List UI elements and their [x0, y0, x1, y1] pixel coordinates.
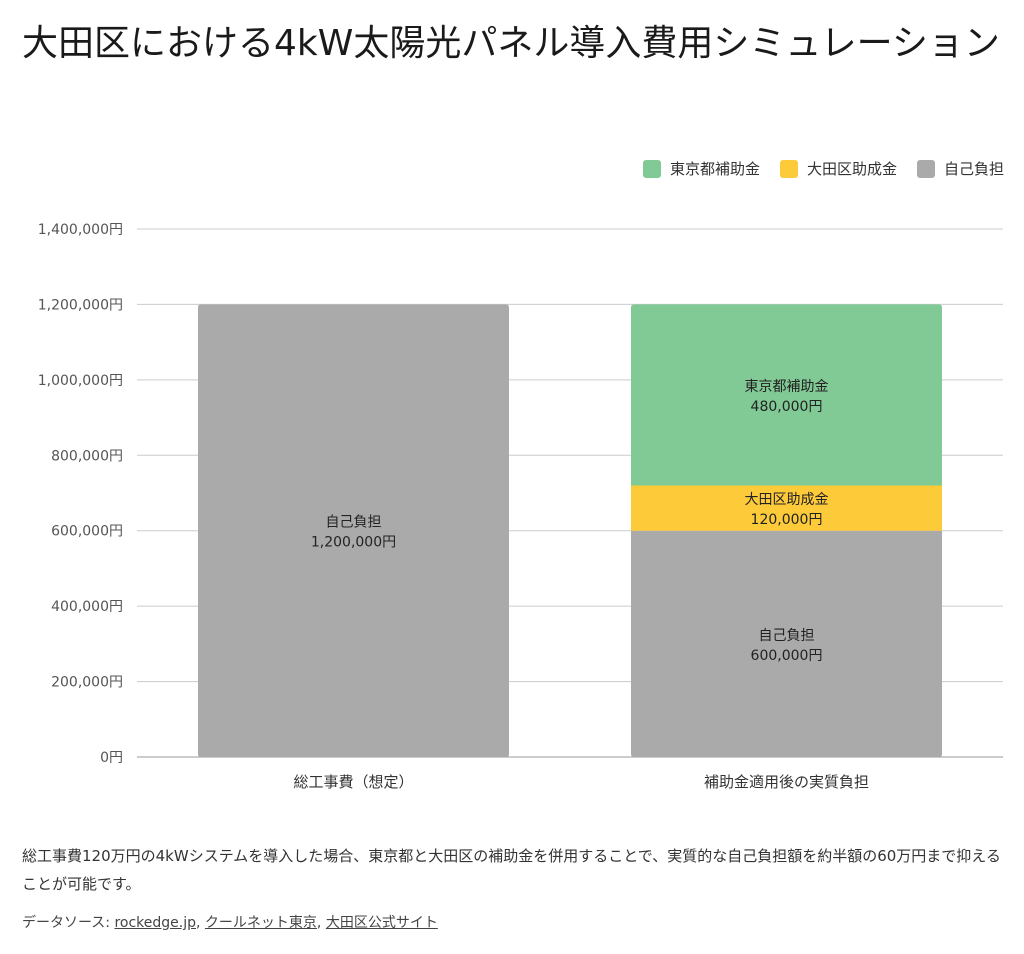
- source-link-ota-city[interactable]: 大田区公式サイト: [325, 915, 438, 931]
- bar-segment: [198, 304, 509, 757]
- data-label-name: 自己負担: [326, 515, 382, 531]
- y-tick-label: 400,000円: [51, 599, 123, 615]
- sources-prefix: データソース:: [22, 915, 115, 931]
- x-category-label: 総工事費（想定）: [293, 773, 413, 791]
- data-label-value: 480,000円: [751, 399, 823, 415]
- data-label-value: 600,000円: [751, 648, 823, 664]
- y-tick-label: 200,000円: [51, 675, 123, 691]
- y-tick-label: 800,000円: [51, 448, 123, 464]
- y-tick-label: 1,400,000円: [38, 222, 123, 238]
- legend-item-self: 自己負担: [916, 158, 1004, 179]
- legend-swatch-self: [916, 159, 935, 178]
- bar-segment: [631, 485, 942, 531]
- legend-item-tokyo: 東京都補助金: [642, 158, 760, 179]
- source-link-coolnet-tokyo[interactable]: クールネット東京: [204, 915, 317, 931]
- y-tick-label: 1,200,000円: [38, 297, 123, 313]
- x-category-label: 補助金適用後の実質負担: [704, 773, 869, 791]
- legend-item-ota: 大田区助成金: [779, 158, 897, 179]
- data-label-name: 東京都補助金: [745, 379, 829, 395]
- chart-title: 大田区における4kW太陽光パネル導入費用シミュレーション: [22, 23, 1000, 64]
- y-tick-label: 0円: [100, 750, 123, 766]
- y-tick-label: 600,000円: [51, 524, 123, 540]
- data-sources: データソース: rockedge.jp, クールネット東京, 大田区公式サイト: [22, 915, 438, 931]
- stacked-bar-chart: 0円 200,000円 400,000円 600,000円 800,000円 1,000,…: [38, 222, 1003, 791]
- legend-label-ota: 大田区助成金: [806, 160, 897, 178]
- data-label-name: 自己負担: [759, 628, 815, 644]
- legend-swatch-ota: [779, 159, 798, 178]
- data-label-value: 120,000円: [751, 512, 823, 528]
- data-label-name: 大田区助成金: [745, 492, 829, 508]
- chart-legend: 東京都補助金 大田区助成金 自己負担: [642, 158, 1004, 179]
- data-label-value: 1,200,000円: [311, 535, 396, 551]
- source-link-rockedge[interactable]: rockedge.jp: [114, 915, 197, 931]
- legend-label-self: 自己負担: [943, 160, 1004, 178]
- legend-swatch-tokyo: [642, 159, 661, 178]
- y-tick-label: 1,000,000円: [38, 373, 123, 389]
- bar-segment: [631, 530, 942, 757]
- chart-caption: 総工事費120万円の4kWシステムを導入した場合、東京都と大田区の補助金を併用す…: [22, 847, 1001, 893]
- legend-label-tokyo: 東京都補助金: [669, 160, 760, 178]
- bar-segment: [631, 304, 942, 486]
